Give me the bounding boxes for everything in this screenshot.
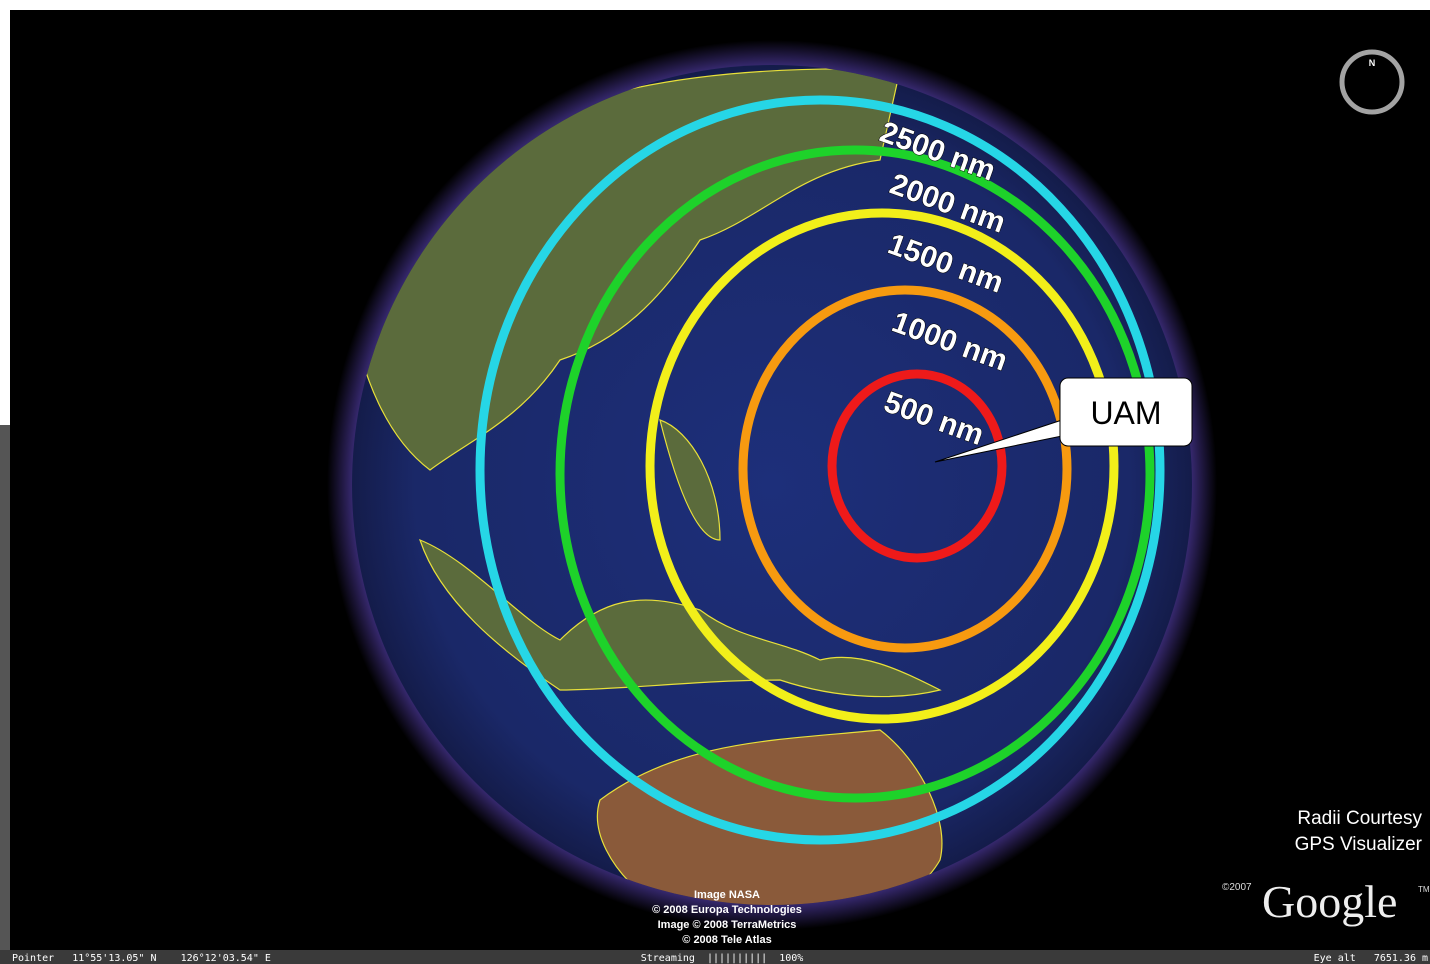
compass[interactable]: N	[1339, 49, 1405, 115]
logo: Google	[1262, 876, 1397, 927]
ring-2000	[555, 145, 1155, 803]
pointer-coords: Pointer 11°55'13.05" N 126°12'03.54" E	[12, 953, 271, 964]
side-strip	[0, 425, 10, 950]
courtesy-text: Radii Courtesy	[1297, 808, 1422, 829]
ring-1000	[738, 285, 1072, 653]
callout-label: UAM	[1090, 395, 1161, 431]
imagery-credit: © 2008 Europa Technologies	[652, 904, 802, 916]
ring-500	[827, 369, 1007, 563]
ring-2500	[475, 95, 1165, 845]
range-rings	[475, 95, 1165, 845]
compass-ring[interactable]	[1339, 49, 1405, 115]
courtesy-text: GPS Visualizer	[1295, 834, 1423, 855]
logo-copyright: ©2007	[1222, 882, 1252, 893]
philippines	[659, 419, 721, 541]
imagery-credit: Image © 2008 TerraMetrics	[658, 919, 797, 931]
ring-1500	[645, 208, 1119, 724]
status-bar	[0, 950, 1430, 964]
streaming-status: Streaming |||||||||| 100%	[641, 953, 804, 964]
logo-tm: TM	[1418, 885, 1430, 894]
imagery-credit: Image NASA	[694, 889, 760, 901]
callout-box	[1059, 377, 1193, 447]
compass-north[interactable]: N	[1369, 58, 1376, 68]
eye-altitude: Eye alt 7651.36 m	[1314, 953, 1428, 964]
imagery-credit: © 2008 Tele Atlas	[682, 934, 771, 946]
indonesia	[419, 538, 942, 698]
